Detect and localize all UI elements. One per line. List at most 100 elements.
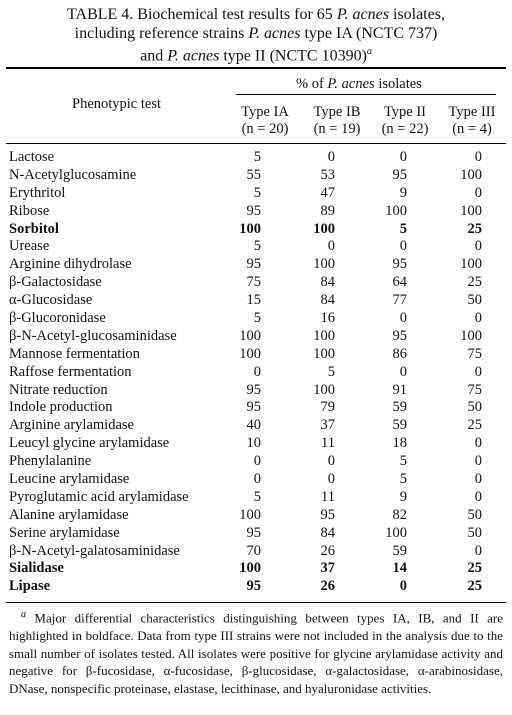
percent-header-species: P. acnes <box>327 76 375 92</box>
percent-value: 0 <box>399 238 407 255</box>
percent-value: 0 <box>399 310 407 327</box>
table-row: Leucine arylamidase 0 0 5 0 <box>9 471 503 489</box>
percent-value: 59 <box>392 542 408 559</box>
table-row: β-Glucoronidase 5 16 0 0 <box>9 310 503 328</box>
column-n-label: (n = 20) <box>241 121 289 137</box>
percent-value: 95 <box>392 166 408 183</box>
percent-value: 40 <box>246 417 262 434</box>
percent-header: % of P. acnes isolates <box>296 76 422 93</box>
percent-value: 0 <box>327 471 335 488</box>
table-row: Mannose fermentation 100 100 86 75 <box>9 346 503 364</box>
table-row: Leucyl glycine arylamidase 10 11 18 0 <box>9 435 503 453</box>
percent-value: 77 <box>392 292 408 309</box>
test-name: β-Galactosidase <box>9 274 102 291</box>
column-n-label: (n = 4) <box>452 121 492 137</box>
percent-value: 0 <box>474 453 482 470</box>
title-species: P. acnes <box>248 24 301 42</box>
test-name: Ribose <box>9 202 50 219</box>
test-name: Pyroglutamic acid arylamidase <box>9 488 189 505</box>
percent-value: 0 <box>253 471 261 488</box>
percent-value: 59 <box>392 399 408 416</box>
percent-value: 95 <box>320 506 336 523</box>
test-name: Arginine dihydrolase <box>9 256 132 273</box>
test-name: Arginine arylamidase <box>9 417 134 434</box>
percent-value: 0 <box>474 238 482 255</box>
test-name: Leucine arylamidase <box>9 471 130 488</box>
percent-value: 5 <box>253 238 261 255</box>
percent-value: 9 <box>399 184 407 201</box>
percent-value: 5 <box>399 220 407 237</box>
percent-value: 26 <box>320 578 336 595</box>
percent-value: 16 <box>320 310 336 327</box>
percent-value: 100 <box>239 345 261 362</box>
percent-value: 0 <box>474 488 482 505</box>
percent-value: 75 <box>467 381 483 398</box>
table-row: Sorbitol 100 100 5 25 <box>9 221 503 239</box>
title-text: TABLE 4. Biochemical test results for 65 <box>67 6 337 23</box>
percent-value: 10 <box>246 435 262 452</box>
percent-value: 64 <box>392 274 408 291</box>
table-row: Pyroglutamic acid arylamidase 5 11 9 0 <box>9 489 503 507</box>
percent-value: 100 <box>313 256 335 273</box>
percent-value: 55 <box>246 166 262 183</box>
percent-value: 25 <box>467 560 483 577</box>
table-footnote: a Major differential characteristics dis… <box>9 606 503 697</box>
table-row: Ribose 95 89 100 100 <box>9 203 503 221</box>
column-header-type-ib: Type IB (n = 19) <box>301 104 373 138</box>
percent-value: 100 <box>460 166 482 183</box>
table-row: β-Galactosidase 75 84 64 25 <box>9 274 503 292</box>
percent-value: 84 <box>320 292 336 309</box>
test-name: α-Glucosidase <box>9 292 93 309</box>
table-row: Nitrate reduction 95 100 91 75 <box>9 382 503 400</box>
title-species: P. acnes <box>167 47 220 65</box>
column-header-type-ia: Type IA (n = 20) <box>229 104 301 138</box>
footnote-mark: a <box>21 609 26 620</box>
title-line-2: including reference strains P. acnes typ… <box>0 25 512 44</box>
column-n-label: (n = 22) <box>381 121 429 137</box>
percent-header-rule <box>236 94 496 95</box>
percent-value: 0 <box>474 435 482 452</box>
table-row: Alanine arylamidase 100 95 82 50 <box>9 507 503 525</box>
percent-value: 37 <box>320 560 336 577</box>
percent-value: 95 <box>392 327 408 344</box>
percent-value: 0 <box>474 310 482 327</box>
percent-value: 95 <box>246 202 262 219</box>
percent-value: 95 <box>246 524 262 541</box>
percent-value: 95 <box>246 381 262 398</box>
percent-value: 100 <box>313 345 335 362</box>
percent-value: 18 <box>392 435 408 452</box>
percent-value: 95 <box>246 256 262 273</box>
percent-value: 100 <box>313 381 335 398</box>
percent-value: 100 <box>313 220 335 237</box>
percent-value: 26 <box>320 542 336 559</box>
test-name: Raffose fermentation <box>9 363 132 380</box>
percent-value: 100 <box>239 560 261 577</box>
table-row: Lipase 95 26 0 25 <box>9 578 503 596</box>
test-name: Erythritol <box>9 184 66 201</box>
percent-value: 100 <box>385 202 407 219</box>
table-row: Indole production 95 79 59 50 <box>9 399 503 417</box>
table-row: Urease 5 0 0 0 <box>9 238 503 256</box>
percent-value: 50 <box>467 399 483 416</box>
table-row: Arginine dihydrolase 95 100 95 100 <box>9 256 503 274</box>
percent-value: 0 <box>474 363 482 380</box>
percent-value: 5 <box>253 149 261 165</box>
test-name: Sorbitol <box>9 220 59 237</box>
title-text: type II (NCTC 10390) <box>219 47 367 65</box>
title-footnote-mark: a <box>366 46 372 57</box>
percent-value: 79 <box>320 399 336 416</box>
percent-value: 70 <box>246 542 262 559</box>
percent-value: 95 <box>246 578 262 595</box>
percent-value: 5 <box>399 471 407 488</box>
test-name: β-N-Acetyl-galatosaminidase <box>9 542 180 559</box>
percent-value: 0 <box>399 363 407 380</box>
footnote-text: Major differential characteristics disti… <box>9 610 503 696</box>
test-name: Serine arylamidase <box>9 524 120 541</box>
test-name: N-Acetylglucosamine <box>9 166 137 183</box>
table-row: Sialidase 100 37 14 25 <box>9 560 503 578</box>
bottom-rule <box>6 602 506 603</box>
title-text: isolates, <box>388 6 445 23</box>
percent-value: 100 <box>239 327 261 344</box>
percent-value: 50 <box>467 506 483 523</box>
